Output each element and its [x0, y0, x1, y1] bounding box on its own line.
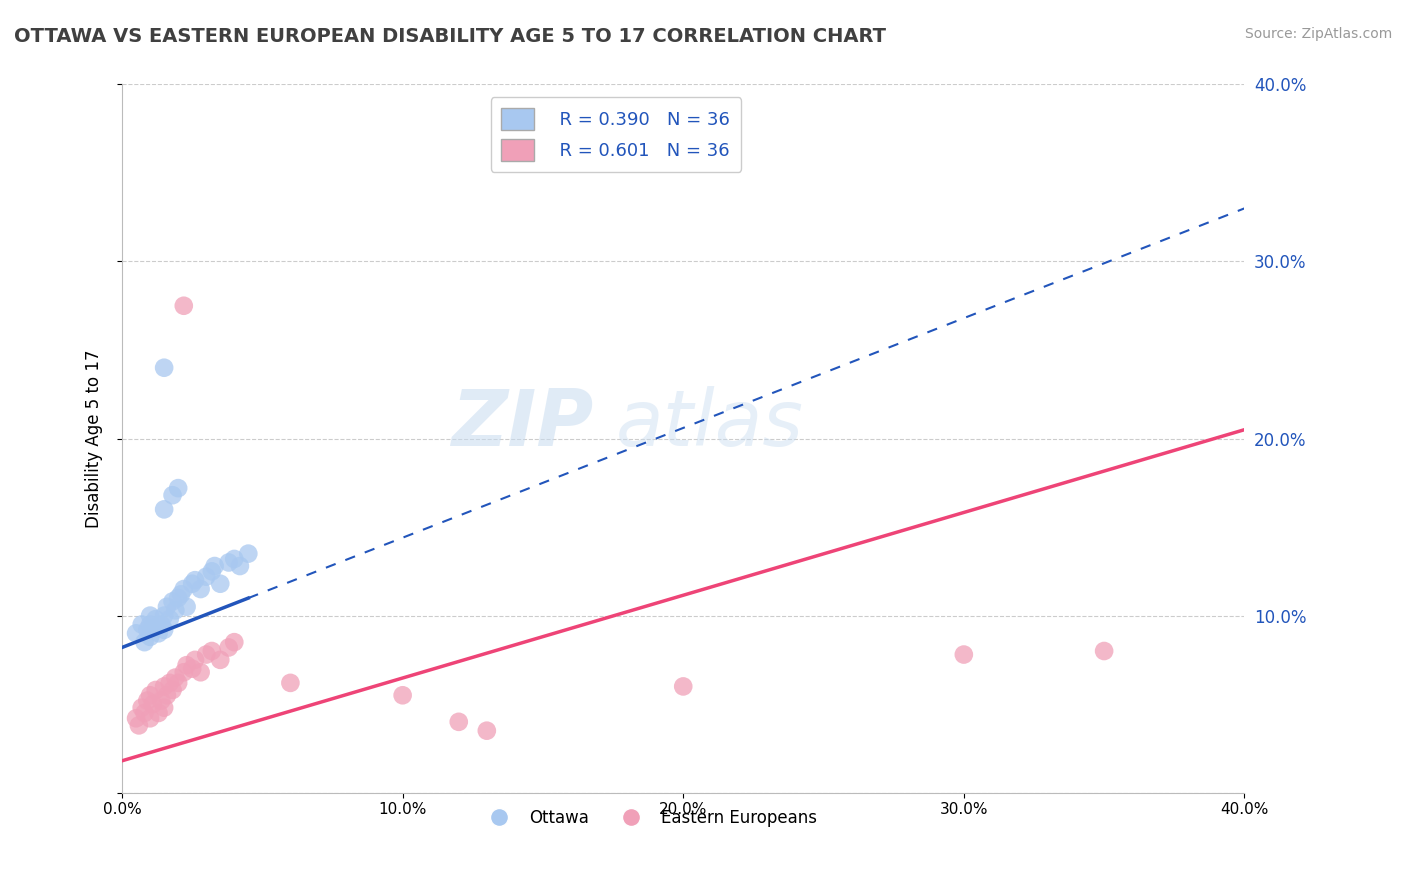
Text: ZIP: ZIP [451, 386, 593, 462]
Point [139, 617, 162, 632]
Point [173, 665, 195, 680]
Point [204, 559, 226, 574]
Point [162, 488, 184, 502]
Point [136, 693, 159, 707]
Point [209, 653, 232, 667]
Point [176, 599, 198, 614]
Point [139, 711, 162, 725]
Point [142, 621, 165, 635]
Point [159, 676, 181, 690]
Point [1092, 644, 1115, 658]
Point [153, 680, 176, 694]
Point [224, 552, 246, 566]
Point [139, 688, 162, 702]
Point [176, 658, 198, 673]
Point [159, 612, 181, 626]
Point [134, 706, 156, 720]
Point [167, 591, 190, 605]
Point [162, 683, 184, 698]
Point [134, 635, 156, 649]
Point [170, 587, 193, 601]
Point [184, 573, 207, 587]
Point [139, 608, 162, 623]
Point [238, 547, 260, 561]
Point [153, 360, 176, 375]
Point [153, 700, 176, 714]
Point [209, 576, 232, 591]
Point [153, 608, 176, 623]
Point [150, 693, 173, 707]
Point [153, 623, 176, 637]
Point [672, 680, 695, 694]
Point [201, 644, 224, 658]
Point [218, 556, 240, 570]
Point [131, 700, 153, 714]
Point [142, 697, 165, 711]
Point [156, 599, 179, 614]
Point [148, 626, 170, 640]
Point [139, 630, 162, 644]
Point [475, 723, 498, 738]
Point [150, 617, 173, 632]
Point [201, 565, 224, 579]
Point [190, 582, 212, 596]
Point [167, 676, 190, 690]
Point [125, 711, 148, 725]
Point [953, 648, 976, 662]
Point [165, 671, 187, 685]
Point [153, 502, 176, 516]
Point [218, 640, 240, 655]
Point [195, 569, 218, 583]
Point [181, 576, 204, 591]
Point [131, 617, 153, 632]
Point [181, 662, 204, 676]
Point [136, 623, 159, 637]
Point [447, 714, 470, 729]
Legend: Ottawa, Eastern Europeans: Ottawa, Eastern Europeans [475, 803, 824, 834]
Point [229, 559, 252, 574]
Text: OTTAWA VS EASTERN EUROPEAN DISABILITY AGE 5 TO 17 CORRELATION CHART: OTTAWA VS EASTERN EUROPEAN DISABILITY AG… [14, 27, 886, 45]
Y-axis label: Disability Age 5 to 17: Disability Age 5 to 17 [86, 350, 103, 528]
Point [156, 688, 179, 702]
Point [195, 648, 218, 662]
Point [391, 688, 413, 702]
Point [173, 299, 195, 313]
Text: atlas: atlas [616, 386, 804, 462]
Text: Source: ZipAtlas.com: Source: ZipAtlas.com [1244, 27, 1392, 41]
Point [145, 612, 167, 626]
Point [173, 582, 195, 596]
Point [125, 626, 148, 640]
Point [190, 665, 212, 680]
Point [162, 594, 184, 608]
Point [128, 718, 150, 732]
Point [224, 635, 246, 649]
Point [145, 683, 167, 698]
Point [148, 706, 170, 720]
Point [167, 481, 190, 495]
Point [165, 603, 187, 617]
Point [280, 676, 302, 690]
Point [184, 653, 207, 667]
